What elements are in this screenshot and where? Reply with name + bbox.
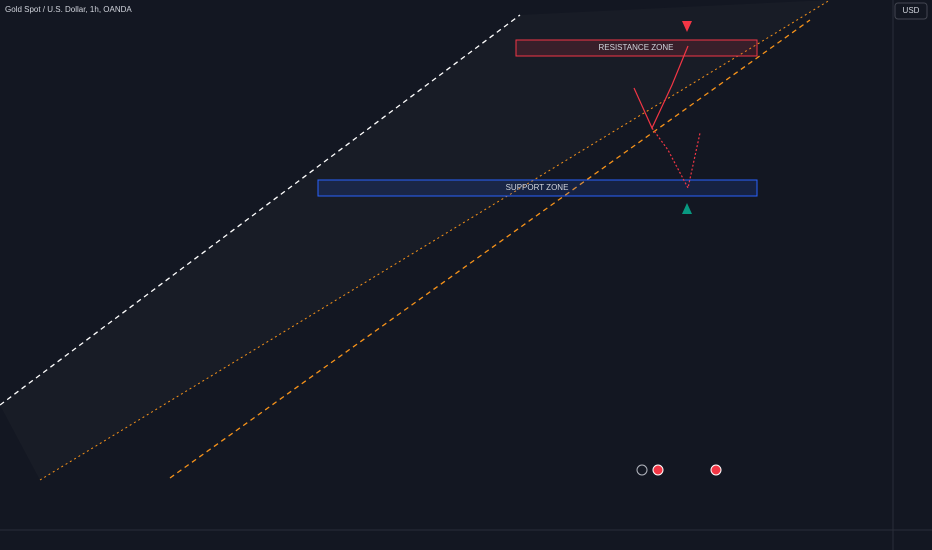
event-icon[interactable]: [636, 464, 648, 476]
channel-mid: [39, 0, 831, 481]
arrow-up-icon: [682, 203, 692, 214]
price-axis: [893, 0, 932, 550]
resistance-zone: [515, 39, 758, 57]
support-zone: [317, 179, 758, 197]
arrow-down-icon: [682, 21, 692, 32]
support-label: SUPPORT ZONE: [506, 183, 569, 192]
chart-title: Gold Spot / U.S. Dollar, 1h, OANDA: [5, 5, 132, 14]
resistance-label: RESISTANCE ZONE: [599, 43, 674, 52]
currency-button[interactable]: [894, 2, 928, 20]
channel-fill: [0, 0, 830, 480]
projection-down: [651, 127, 701, 190]
channel-upper: [0, 14, 521, 406]
currency: USD: [903, 6, 920, 15]
event-icon[interactable]: [710, 464, 722, 476]
event-icon[interactable]: [652, 464, 664, 476]
projection-up: [633, 45, 689, 130]
